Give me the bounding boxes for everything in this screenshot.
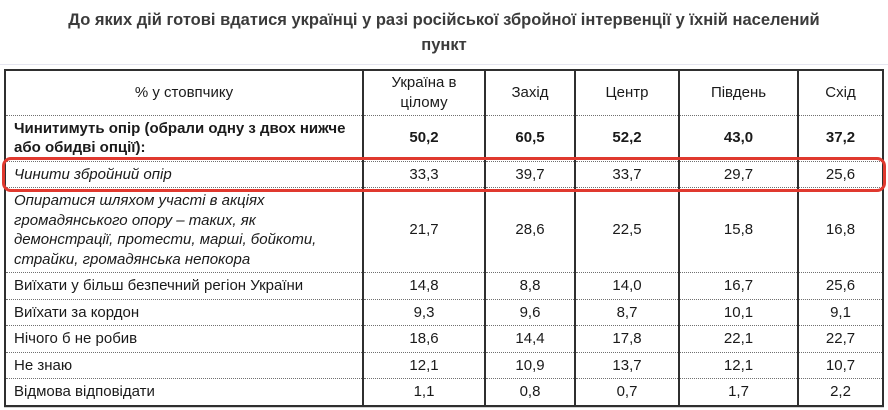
row-label: Виїхати у більш безпечний регіон України xyxy=(5,272,363,299)
value-cell: 50,2 xyxy=(362,114,485,161)
value-cell: 2,2 xyxy=(797,378,883,406)
value-cell: 43,0 xyxy=(678,114,798,161)
value-cell: 33,7 xyxy=(574,160,679,188)
value-cell: 28,6 xyxy=(484,187,575,273)
value-cell: 37,2 xyxy=(797,114,883,161)
value-cell: 1,7 xyxy=(678,378,798,406)
value-cell: 8,7 xyxy=(574,298,679,326)
value-cell: 0,8 xyxy=(484,378,575,406)
survey-table: % у стовпчику Україна в цілому Захід Цен… xyxy=(4,68,884,407)
value-cell: 13,7 xyxy=(574,351,679,379)
title-divider xyxy=(0,63,888,65)
value-cell: 21,7 xyxy=(362,187,485,273)
value-cell: 29,7 xyxy=(678,160,798,188)
value-cell: 12,1 xyxy=(362,351,485,379)
value-cell: 8,8 xyxy=(484,272,575,299)
value-cell: 9,3 xyxy=(362,298,485,326)
row-label: Нічого б не робив xyxy=(5,325,363,352)
value-cell: 10,7 xyxy=(797,351,883,379)
column-header-metric: % у стовпчику xyxy=(134,83,234,101)
column-header-south: Південь xyxy=(678,69,798,115)
value-cell: 18,6 xyxy=(362,325,485,352)
value-cell: 15,8 xyxy=(678,187,798,273)
row-label: Не знаю xyxy=(5,351,363,379)
row-label: Чинитимуть опір (обрали одну з двох нижч… xyxy=(5,114,363,161)
value-cell: 16,8 xyxy=(797,187,883,273)
column-header-west: Захід xyxy=(484,69,575,115)
value-cell: 14,8 xyxy=(362,272,485,299)
table-row-move-abroad: Виїхати за кордон 9,3 9,6 8,7 10,1 9,1 xyxy=(5,298,883,326)
value-cell: 17,8 xyxy=(574,325,679,352)
table-row-civil-resistance: Опиратися шляхом участі в акціях громадя… xyxy=(5,187,883,273)
table-row-dont-know: Не знаю 12,1 10,9 13,7 12,1 10,7 xyxy=(5,351,883,379)
value-cell: 52,2 xyxy=(574,114,679,161)
column-header-center: Центр xyxy=(574,69,679,115)
column-header-east: Схід xyxy=(797,69,883,115)
value-cell: 25,6 xyxy=(797,160,883,188)
value-cell: 14,4 xyxy=(484,325,575,352)
value-cell: 25,6 xyxy=(797,272,883,299)
row-label: Чинити збройний опір xyxy=(5,160,363,188)
value-cell: 0,7 xyxy=(574,378,679,406)
value-cell: 39,7 xyxy=(484,160,575,188)
value-cell: 22,1 xyxy=(678,325,798,352)
value-cell: 16,7 xyxy=(678,272,798,299)
value-cell: 1,1 xyxy=(362,378,485,406)
table-row-refuse-answer: Відмова відповідати 1,1 0,8 0,7 1,7 2,2 xyxy=(5,378,883,406)
value-cell: 9,6 xyxy=(484,298,575,326)
column-header-ukraine-total: Україна в цілому xyxy=(362,69,485,115)
value-cell: 60,5 xyxy=(484,114,575,161)
value-cell: 33,3 xyxy=(362,160,485,188)
page-title: До яких дій готові вдатися українці у ра… xyxy=(68,11,820,54)
table-row-do-nothing: Нічого б не робив 18,6 14,4 17,8 22,1 22… xyxy=(5,325,883,352)
value-cell: 9,1 xyxy=(797,298,883,326)
value-cell: 22,7 xyxy=(797,325,883,352)
row-label: Виїхати за кордон xyxy=(5,298,363,326)
header-row: % у стовпчику Україна в цілому Захід Цен… xyxy=(5,69,883,115)
value-cell: 22,5 xyxy=(574,187,679,273)
value-cell: 10,9 xyxy=(484,351,575,379)
value-cell: 14,0 xyxy=(574,272,679,299)
row-label: Відмова відповідати xyxy=(5,378,363,406)
table-wrapper: % у стовпчику Україна в цілому Захід Цен… xyxy=(2,68,886,407)
value-cell: 10,1 xyxy=(678,298,798,326)
table-row-resist-total: Чинитимуть опір (обрали одну з двох нижч… xyxy=(5,114,883,161)
value-cell: 12,1 xyxy=(678,351,798,379)
row-label: Опиратися шляхом участі в акціях громадя… xyxy=(5,187,363,273)
table-row-move-safer-region: Виїхати у більш безпечний регіон України… xyxy=(5,272,883,299)
table-row-armed-resistance: Чинити збройний опір 33,3 39,7 33,7 29,7… xyxy=(5,160,883,188)
